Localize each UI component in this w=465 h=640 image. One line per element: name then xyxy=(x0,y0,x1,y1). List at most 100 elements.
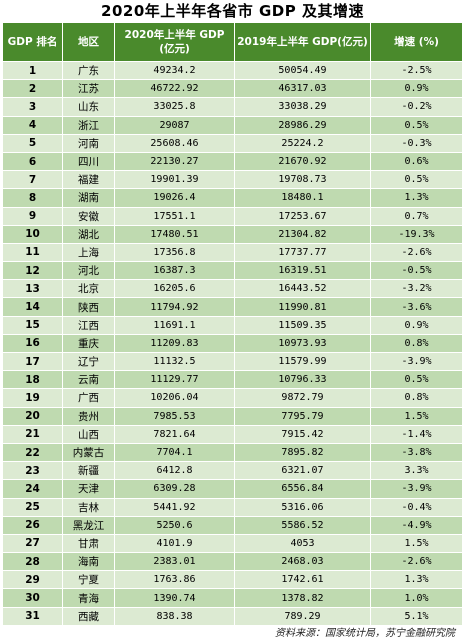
cell-rank: 21 xyxy=(2,424,63,444)
cell-growth: -0.2% xyxy=(370,97,463,117)
cell-gdp-2019: 28986.29 xyxy=(234,115,371,135)
cell-growth: -3.6% xyxy=(370,297,463,317)
cell-gdp-2020: 7821.64 xyxy=(114,424,235,444)
cell-gdp-2020: 11209.83 xyxy=(114,333,235,354)
cell-rank: 16 xyxy=(2,333,63,354)
cell-rank: 7 xyxy=(2,170,63,190)
cell-gdp-2019: 19708.73 xyxy=(234,170,371,190)
cell-gdp-2020: 11129.77 xyxy=(114,370,235,390)
table-row: 20 贵州 7985.53 7795.79 1.5% xyxy=(2,406,463,426)
cell-gdp-2020: 17356.8 xyxy=(114,242,235,263)
cell-gdp-2019: 6321.07 xyxy=(234,461,371,481)
cell-gdp-2020: 17480.51 xyxy=(114,224,235,244)
cell-rank: 29 xyxy=(2,570,63,590)
cell-gdp-2020: 6309.28 xyxy=(114,479,235,499)
table-row: 30 青海 1390.74 1378.82 1.0% xyxy=(2,588,463,608)
cell-gdp-2019: 21670.92 xyxy=(234,151,371,172)
table-row: 4 浙江 29087 28986.29 0.5% xyxy=(2,115,463,135)
cell-gdp-2020: 49234.2 xyxy=(114,60,235,81)
cell-growth: -3.9% xyxy=(370,351,463,372)
table-header-row: GDP 排名 地区 2020年上半年 GDP (亿元) 2019年上半年 GDP… xyxy=(2,22,463,62)
cell-growth: 0.6% xyxy=(370,151,463,172)
table-row: 31 西藏 838.38 789.29 5.1% xyxy=(2,606,463,626)
cell-region: 陕西 xyxy=(62,297,115,317)
cell-region: 新疆 xyxy=(62,461,115,481)
cell-gdp-2019: 46317.03 xyxy=(234,79,371,99)
cell-region: 湖南 xyxy=(62,188,115,208)
cell-rank: 30 xyxy=(2,588,63,608)
table-row: 1 广东 49234.2 50054.49 -2.5% xyxy=(2,60,463,81)
cell-gdp-2019: 50054.49 xyxy=(234,60,371,81)
cell-gdp-2020: 46722.92 xyxy=(114,79,235,99)
cell-gdp-2019: 7915.42 xyxy=(234,424,371,444)
cell-gdp-2020: 5250.6 xyxy=(114,515,235,535)
cell-region: 湖北 xyxy=(62,224,115,244)
cell-growth: -0.3% xyxy=(370,133,463,153)
source-note: 资料来源：国家统计局，苏宁金融研究院 xyxy=(275,628,455,639)
table-row: 12 河北 16387.3 16319.51 -0.5% xyxy=(2,261,463,281)
table-row: 26 黑龙江 5250.6 5586.52 -4.9% xyxy=(2,515,463,535)
cell-region: 山东 xyxy=(62,97,115,117)
cell-gdp-2019: 2468.03 xyxy=(234,552,371,572)
cell-gdp-2019: 10973.93 xyxy=(234,333,371,354)
cell-rank: 18 xyxy=(2,370,63,390)
cell-growth: 0.9% xyxy=(370,79,463,99)
cell-growth: -0.4% xyxy=(370,497,463,517)
cell-rank: 4 xyxy=(2,115,63,135)
cell-gdp-2019: 16319.51 xyxy=(234,261,371,281)
cell-gdp-2020: 6412.8 xyxy=(114,461,235,481)
cell-region: 广东 xyxy=(62,60,115,81)
cell-rank: 20 xyxy=(2,406,63,426)
cell-region: 上海 xyxy=(62,242,115,263)
cell-growth: 1.5% xyxy=(370,406,463,426)
cell-growth: -1.4% xyxy=(370,424,463,444)
cell-gdp-2019: 4053 xyxy=(234,533,371,554)
cell-rank: 23 xyxy=(2,461,63,481)
table-row: 16 重庆 11209.83 10973.93 0.8% xyxy=(2,333,463,354)
cell-gdp-2019: 5316.06 xyxy=(234,497,371,517)
cell-gdp-2020: 1763.86 xyxy=(114,570,235,590)
cell-gdp-2019: 10796.33 xyxy=(234,370,371,390)
cell-rank: 28 xyxy=(2,552,63,572)
cell-growth: 0.8% xyxy=(370,388,463,408)
cell-gdp-2019: 17253.67 xyxy=(234,206,371,226)
cell-region: 广西 xyxy=(62,388,115,408)
cell-growth: 5.1% xyxy=(370,606,463,626)
cell-rank: 22 xyxy=(2,442,63,463)
cell-rank: 26 xyxy=(2,515,63,535)
cell-growth: 1.3% xyxy=(370,570,463,590)
cell-gdp-2019: 11509.35 xyxy=(234,315,371,335)
table-row: 19 广西 10206.04 9872.79 0.8% xyxy=(2,388,463,408)
table-row: 23 新疆 6412.8 6321.07 3.3% xyxy=(2,461,463,481)
header-gdp-2020-line2: (亿元) xyxy=(159,43,190,55)
cell-gdp-2019: 789.29 xyxy=(234,606,371,626)
cell-gdp-2020: 17551.1 xyxy=(114,206,235,226)
table-row: 7 福建 19901.39 19708.73 0.5% xyxy=(2,170,463,190)
cell-region: 辽宁 xyxy=(62,351,115,372)
cell-gdp-2020: 11794.92 xyxy=(114,297,235,317)
cell-rank: 13 xyxy=(2,279,63,299)
cell-gdp-2020: 19026.4 xyxy=(114,188,235,208)
cell-rank: 2 xyxy=(2,79,63,99)
cell-rank: 11 xyxy=(2,242,63,263)
cell-region: 北京 xyxy=(62,279,115,299)
cell-region: 天津 xyxy=(62,479,115,499)
cell-rank: 8 xyxy=(2,188,63,208)
cell-rank: 10 xyxy=(2,224,63,244)
cell-region: 内蒙古 xyxy=(62,442,115,463)
cell-gdp-2020: 7985.53 xyxy=(114,406,235,426)
cell-growth: 1.0% xyxy=(370,588,463,608)
cell-rank: 17 xyxy=(2,351,63,372)
cell-region: 宁夏 xyxy=(62,570,115,590)
cell-rank: 27 xyxy=(2,533,63,554)
table-body: 1 广东 49234.2 50054.49 -2.5% 2 江苏 46722.92 46317.… xyxy=(2,60,463,626)
table-row: 5 河南 25608.46 25224.2 -0.3% xyxy=(2,133,463,153)
cell-region: 海南 xyxy=(62,552,115,572)
cell-region: 江西 xyxy=(62,315,115,335)
cell-growth: 0.5% xyxy=(370,115,463,135)
cell-gdp-2019: 1742.61 xyxy=(234,570,371,590)
gdp-table: GDP 排名 地区 2020年上半年 GDP (亿元) 2019年上半年 GDP… xyxy=(2,22,463,626)
cell-growth: -3.9% xyxy=(370,479,463,499)
cell-gdp-2019: 7795.79 xyxy=(234,406,371,426)
cell-gdp-2020: 19901.39 xyxy=(114,170,235,190)
